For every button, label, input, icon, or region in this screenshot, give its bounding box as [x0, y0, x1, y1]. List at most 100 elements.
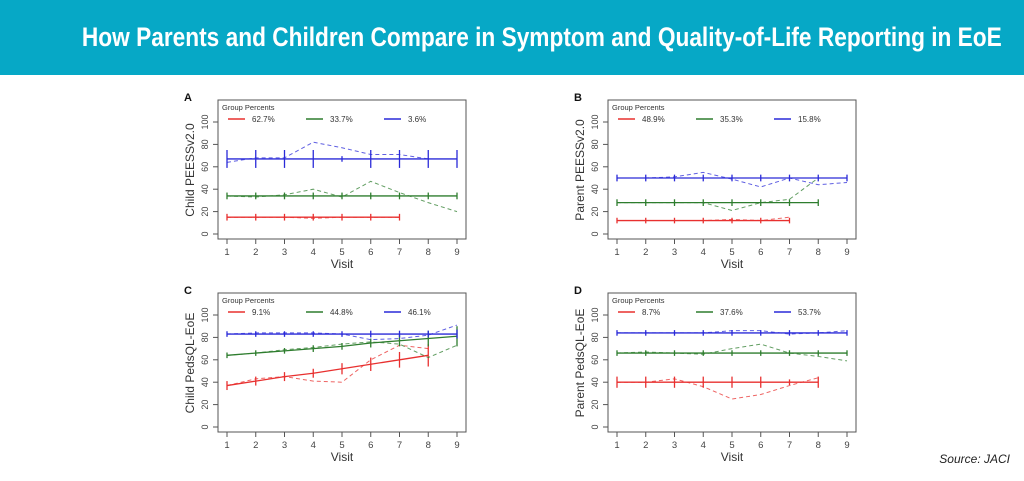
y-tick-label: 20: [200, 207, 210, 217]
x-tick-label: 2: [643, 440, 648, 451]
chart-panel-c: C 0 20 40 60 80 100 1 2 3 4 5 6 7 8 9 Visit Child PedsQL-…: [170, 278, 470, 468]
title-banner: How Parents and Children Compare in Symp…: [0, 0, 1024, 75]
y-tick-label: 40: [590, 184, 600, 194]
x-tick-label: 3: [672, 247, 677, 258]
series-red: [616, 216, 791, 224]
x-tick-label: 6: [758, 247, 763, 258]
x-tick-label: 4: [311, 247, 316, 258]
x-tick-label: 9: [844, 440, 849, 451]
fitted-line-red: [226, 354, 429, 387]
series-green: [226, 180, 458, 213]
y-axis-label: Parent PedsQL-EoE: [573, 309, 587, 418]
y-tick-label: 100: [590, 307, 600, 322]
legend-entry-blue: 3.6%: [408, 115, 426, 124]
y-tick-label: 0: [200, 424, 210, 429]
x-tick-label: 8: [816, 247, 821, 258]
series-blue: [616, 330, 848, 336]
series-green: [226, 326, 458, 359]
x-tick-label: 5: [729, 440, 734, 451]
series-green: [616, 177, 819, 211]
legend-title: Group Percents: [222, 103, 275, 112]
x-tick-label: 2: [643, 247, 648, 258]
x-tick-label: 8: [816, 440, 821, 451]
observed-line-red: [226, 344, 429, 387]
legend-entry-green: 44.8%: [330, 308, 353, 317]
x-tick-label: 6: [758, 440, 763, 451]
y-tick-label: 40: [590, 377, 600, 387]
series-red: [616, 376, 819, 400]
y-tick-label: 0: [590, 231, 600, 236]
x-tick-label: 5: [729, 247, 734, 258]
y-tick-label: 80: [590, 332, 600, 342]
legend-entry-green: 37.6%: [720, 308, 743, 317]
x-tick-label: 7: [787, 247, 792, 258]
chart-panel-b: B 0 20 40 60 80 100 1 2 3 4 5 6 7 8 9 Visit Parent PEESSv…: [560, 85, 860, 275]
series-blue: [226, 141, 458, 168]
panel-label: B: [574, 92, 582, 104]
y-tick-label: 20: [590, 207, 600, 217]
y-axis-label: Parent PEESSv2.0: [573, 119, 587, 221]
x-tick-label: 2: [253, 247, 258, 258]
chart-panel-d: D 0 20 40 60 80 100 1 2 3 4 5 6 7 8 9 Visit Parent PedsQL…: [560, 278, 860, 468]
y-tick-label: 40: [200, 184, 210, 194]
x-axis-label: Visit: [721, 257, 744, 271]
x-tick-label: 7: [397, 440, 402, 451]
x-tick-label: 7: [787, 440, 792, 451]
panel-label: C: [184, 285, 192, 297]
series-green: [616, 343, 848, 362]
x-axis-label: Visit: [331, 450, 354, 464]
legend-entry-red: 9.1%: [252, 308, 270, 317]
x-tick-label: 8: [426, 440, 431, 451]
y-tick-label: 80: [200, 139, 210, 149]
observed-line-green: [616, 343, 848, 362]
y-tick-label: 0: [590, 424, 600, 429]
legend-entry-green: 35.3%: [720, 115, 743, 124]
y-tick-label: 20: [200, 400, 210, 410]
observed-line-blue: [226, 141, 457, 163]
legend-entry-red: 62.7%: [252, 115, 275, 124]
x-tick-label: 3: [282, 440, 287, 451]
series-blue: [616, 171, 848, 188]
x-tick-label: 6: [368, 440, 373, 451]
series-red: [226, 213, 401, 221]
y-tick-label: 60: [200, 355, 210, 365]
legend-title: Group Percents: [612, 296, 665, 305]
y-tick-label: 20: [590, 400, 600, 410]
legend-entry-red: 8.7%: [642, 308, 660, 317]
y-tick-label: 100: [200, 114, 210, 129]
x-tick-label: 8: [426, 247, 431, 258]
y-tick-label: 60: [590, 355, 600, 365]
x-tick-label: 5: [339, 247, 344, 258]
x-tick-label: 4: [701, 247, 706, 258]
x-tick-label: 1: [614, 440, 619, 451]
x-tick-label: 9: [844, 247, 849, 258]
y-tick-label: 60: [590, 162, 600, 172]
legend-entry-blue: 53.7%: [798, 308, 821, 317]
panel-label: D: [574, 285, 582, 297]
y-axis-label: Child PEESSv2.0: [183, 123, 197, 217]
y-tick-label: 60: [200, 162, 210, 172]
legend-entry-blue: 15.8%: [798, 115, 821, 124]
legend-entry-green: 33.7%: [330, 115, 353, 124]
x-tick-label: 6: [368, 247, 373, 258]
x-tick-label: 3: [282, 247, 287, 258]
x-tick-label: 1: [614, 247, 619, 258]
series-blue: [226, 324, 458, 341]
x-tick-label: 4: [311, 440, 316, 451]
x-axis-label: Visit: [721, 450, 744, 464]
observed-line-green: [617, 177, 819, 211]
y-tick-label: 40: [200, 377, 210, 387]
x-tick-label: 5: [339, 440, 344, 451]
x-tick-label: 7: [397, 247, 402, 258]
x-tick-label: 4: [701, 440, 706, 451]
panel-label: A: [184, 92, 192, 104]
x-tick-label: 9: [454, 440, 459, 451]
x-tick-label: 1: [224, 247, 229, 258]
x-tick-label: 2: [253, 440, 258, 451]
observed-line-red: [617, 377, 819, 400]
legend-title: Group Percents: [222, 296, 275, 305]
y-tick-label: 100: [590, 114, 600, 129]
y-tick-label: 80: [590, 139, 600, 149]
x-tick-label: 9: [454, 247, 459, 258]
y-axis-label: Child PedsQL-EoE: [183, 313, 197, 414]
